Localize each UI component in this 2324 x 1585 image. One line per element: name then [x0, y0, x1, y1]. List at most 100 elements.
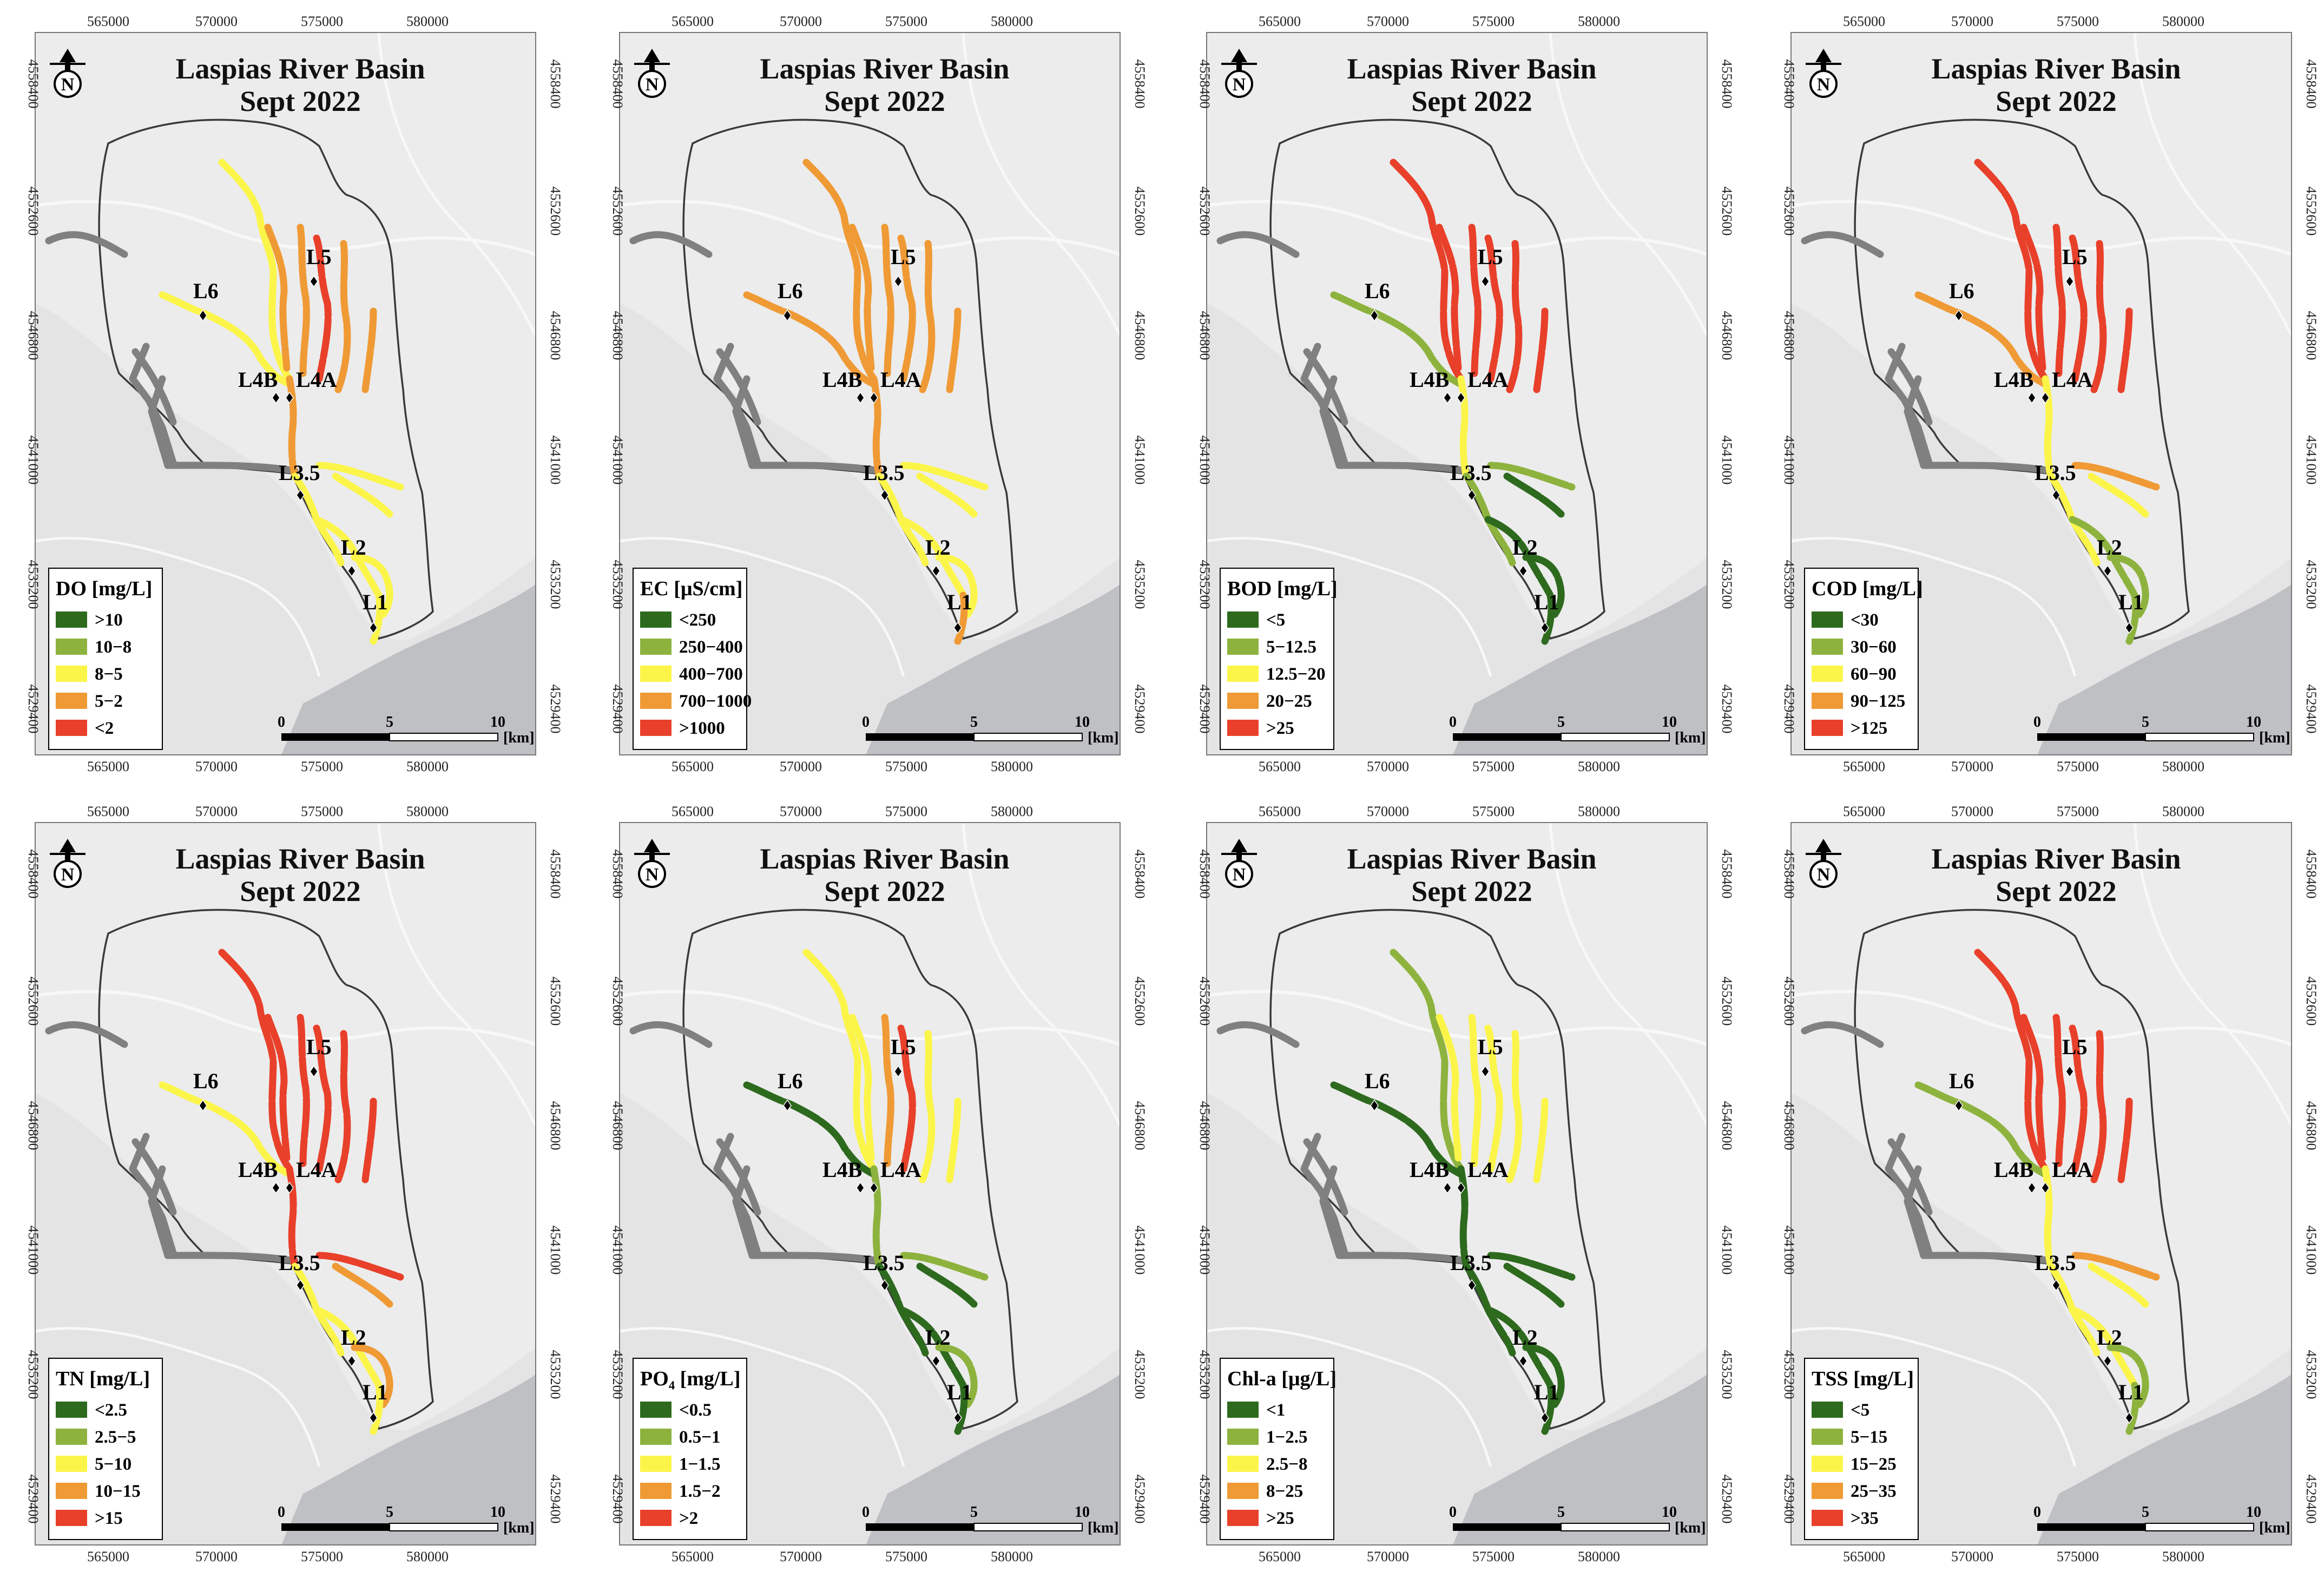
y-coordinate-label: 4552600: [2303, 977, 2319, 1026]
x-coordinate-label: 570000: [1367, 14, 1409, 29]
y-coordinate-label: 4529400: [1719, 685, 1735, 734]
legend-class-label: 700−1000: [679, 692, 752, 711]
site-label: L4A: [1467, 367, 1509, 392]
y-coordinate-label: 4552600: [548, 977, 563, 1026]
sampling-site-l6: L6: [1365, 279, 1390, 322]
map-panel-chla: 565000 565000 570000 570000 575000 575000 5800…: [1171, 790, 1756, 1575]
sampling-site-l1: L1: [2118, 1380, 2144, 1424]
legend-swatch: [1812, 1483, 1843, 1499]
unassessed-stream: [713, 343, 761, 466]
scale-unit: [km]: [2259, 1520, 2290, 1536]
stream-reach-n1: [264, 223, 291, 372]
sampling-site-l2: L2: [1512, 535, 1538, 577]
unassessed-stream: [1300, 343, 1348, 466]
legend-class-label: >15: [95, 1509, 123, 1528]
y-coordinate-label: 4552600: [2303, 187, 2319, 236]
sampling-site-l6: L6: [778, 1069, 803, 1112]
legend-class-label: 10−8: [95, 637, 131, 657]
scale-tick-label: 5: [386, 714, 393, 731]
y-coordinate-label: 4535200: [1197, 560, 1213, 609]
stream-reach-e2: [2088, 1262, 2149, 1308]
stream-reach-nw: [1974, 159, 2049, 383]
stream-reach-n4: [919, 1030, 936, 1183]
x-coordinate-label: 575000: [1472, 804, 1515, 819]
stream-reach-n3: [897, 234, 916, 383]
site-label: L5: [306, 245, 332, 269]
map-panel-tn: 565000 565000 570000 570000 575000 575000 5800…: [0, 790, 584, 1575]
stream-reach-low: [1484, 516, 1554, 599]
stream-reach-n1: [848, 223, 875, 372]
y-coordinate-label: 4535200: [610, 560, 626, 609]
legend-class-label: <250: [679, 610, 716, 630]
stream-reach-n1: [264, 1014, 291, 1162]
legend-class-label: 25−35: [1851, 1482, 1897, 1501]
scale-tick-label: 5: [1557, 1504, 1565, 1521]
sampling-site-l6: L6: [1365, 1069, 1390, 1112]
scale-tick-label: 10: [490, 714, 505, 731]
scale-tick-label: 0: [278, 1504, 285, 1521]
stream-reach-n5: [1533, 307, 1549, 393]
sampling-site-l6: L6: [193, 279, 219, 322]
scale-bar: 0 5 10[km]: [2033, 1504, 2290, 1536]
stream-reach-delta: [2106, 554, 2149, 621]
stream-reach-nw: [802, 159, 878, 383]
scale-tick-label: 10: [1075, 1504, 1090, 1521]
legend-swatch: [1812, 720, 1843, 736]
stream-reach-low: [313, 1306, 383, 1389]
sea-area: [1453, 1374, 1707, 1545]
site-label: L4B: [1994, 367, 2033, 392]
x-coordinate-label: 570000: [195, 759, 238, 774]
x-coordinate-label: 580000: [2162, 804, 2204, 819]
sampling-site-l5: L5: [891, 245, 916, 288]
x-coordinate-label: 570000: [195, 1549, 238, 1564]
y-coordinate-label: 4546800: [1197, 1101, 1213, 1150]
scale-tick-label: 5: [970, 714, 978, 731]
site-label: L1: [2118, 590, 2144, 614]
legend-swatch: [1812, 639, 1843, 655]
stream-reach-main-up: [2042, 375, 2055, 480]
stream-reach-e1: [900, 1252, 989, 1281]
x-coordinate-label: 570000: [1951, 759, 1993, 774]
north-arrow-icon: N: [634, 839, 670, 888]
legend-class-label: <2: [95, 719, 114, 738]
sampling-site-l4a: L4A: [1457, 367, 1509, 404]
y-coordinate-label: 4541000: [548, 1226, 563, 1275]
y-coordinate-label: 4529400: [610, 1475, 626, 1524]
legend-swatch: [1227, 1510, 1259, 1526]
x-coordinate-label: 565000: [87, 804, 129, 819]
x-coordinate-label: 565000: [1843, 759, 1885, 774]
map-title: Laspias River Basin: [175, 843, 425, 875]
y-coordinate-label: 4552600: [25, 977, 41, 1026]
y-coordinate-label: 4535200: [548, 560, 563, 609]
y-coordinate-label: 4529400: [1197, 1475, 1213, 1524]
y-coordinate-label: 4541000: [1781, 436, 1797, 485]
legend-swatch: [1812, 611, 1843, 628]
legend-swatch: [1227, 720, 1259, 736]
x-coordinate-label: 575000: [885, 804, 927, 819]
map-svg: 565000 565000 570000 570000 575000 575000 5800…: [25, 804, 563, 1564]
y-coordinate-label: 4558400: [1781, 60, 1797, 109]
x-coordinate-label: 580000: [1578, 804, 1620, 819]
sampling-site-l3-5: L3.5: [1450, 1251, 1492, 1292]
scale-tick-label: 5: [2142, 1504, 2149, 1521]
x-coordinate-label: 580000: [991, 804, 1033, 819]
legend-class-label: 5−10: [95, 1455, 131, 1474]
stream-reach-low: [2069, 1306, 2138, 1389]
stream-reach-n2: [297, 1014, 310, 1167]
stream-reach-n4: [2090, 240, 2107, 393]
sampling-site-l4b: L4B: [1410, 1157, 1452, 1194]
y-coordinate-label: 4535200: [1132, 560, 1148, 609]
x-coordinate-label: 565000: [1259, 14, 1301, 29]
north-arrow-icon: N: [1806, 839, 1841, 888]
stream-reach-n2: [2052, 1014, 2066, 1167]
stream-reach-e2: [916, 472, 978, 518]
y-coordinate-label: 4552600: [1132, 977, 1148, 1026]
stream-reach-e2: [2088, 472, 2149, 518]
unassessed-stream: [1335, 462, 1470, 475]
x-coordinate-label: 575000: [1472, 759, 1515, 774]
x-coordinate-label: 580000: [406, 14, 449, 29]
x-coordinate-label: 565000: [1843, 804, 1885, 819]
x-coordinate-label: 575000: [301, 1549, 343, 1564]
stream-reach-nw: [1974, 949, 2049, 1173]
legend-class-label: 8−25: [1266, 1482, 1303, 1501]
